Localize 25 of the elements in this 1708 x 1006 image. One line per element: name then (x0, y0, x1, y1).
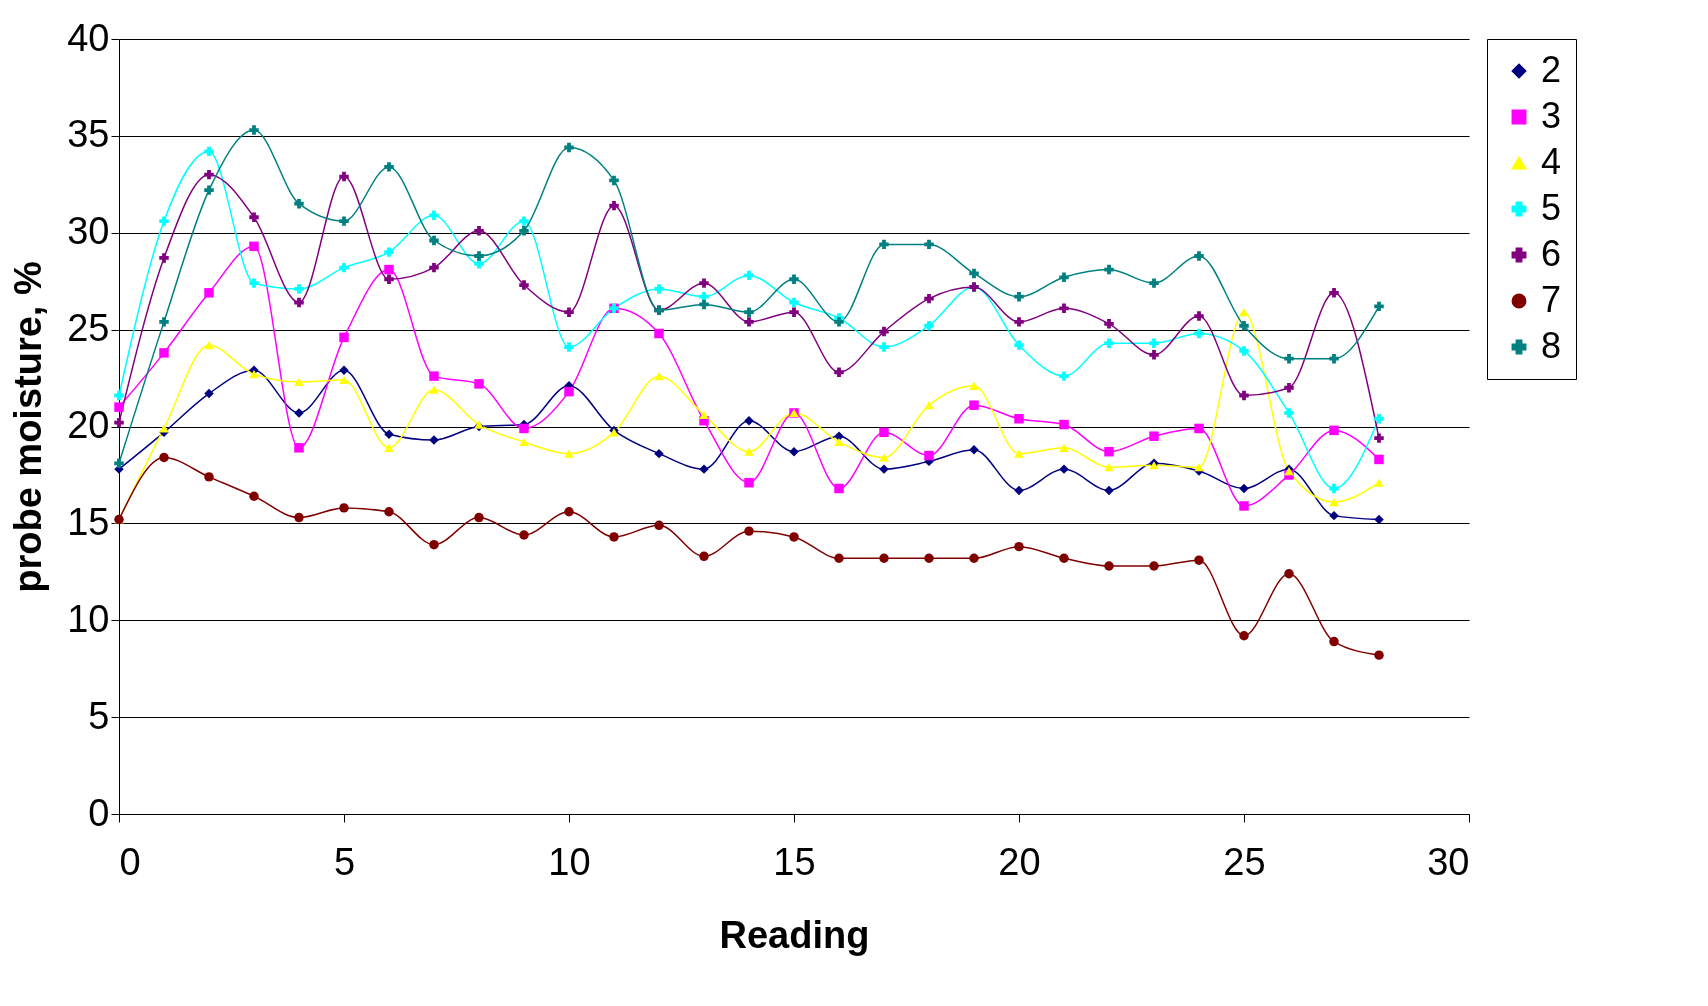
legend-label: 6 (1541, 233, 1562, 274)
x-tick-label: 20 (998, 840, 1041, 883)
x-tick-label: 30 (1427, 840, 1470, 883)
y-tick-label: 0 (88, 791, 110, 834)
y-tick-label: 10 (67, 597, 110, 640)
y-tick-label: 30 (67, 210, 110, 253)
x-axis-title: Reading (719, 913, 870, 956)
x-tick-label: 15 (773, 840, 816, 883)
legend-label: 5 (1541, 187, 1562, 228)
y-tick-label: 15 (67, 500, 110, 543)
legend-label: 2 (1541, 49, 1562, 90)
y-axis-title: probe moisture, % (7, 261, 50, 593)
x-tick-label: 10 (548, 840, 591, 883)
legend-label: 7 (1541, 279, 1562, 320)
legend-label: 4 (1541, 141, 1562, 182)
y-tick-label: 40 (67, 16, 110, 59)
x-tick-label: 5 (333, 840, 356, 883)
legend-label: 3 (1541, 95, 1562, 136)
y-tick-label: 25 (67, 307, 110, 350)
legend-label: 8 (1541, 325, 1562, 366)
y-tick-label: 35 (67, 113, 110, 156)
x-tick-label: 25 (1223, 840, 1266, 883)
y-tick-label: 5 (88, 694, 110, 737)
y-tick-label: 20 (67, 404, 110, 446)
x-tick-label: 0 (119, 840, 141, 883)
